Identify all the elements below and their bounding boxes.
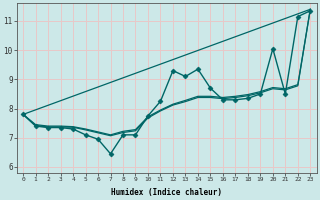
X-axis label: Humidex (Indice chaleur): Humidex (Indice chaleur) bbox=[111, 188, 222, 197]
